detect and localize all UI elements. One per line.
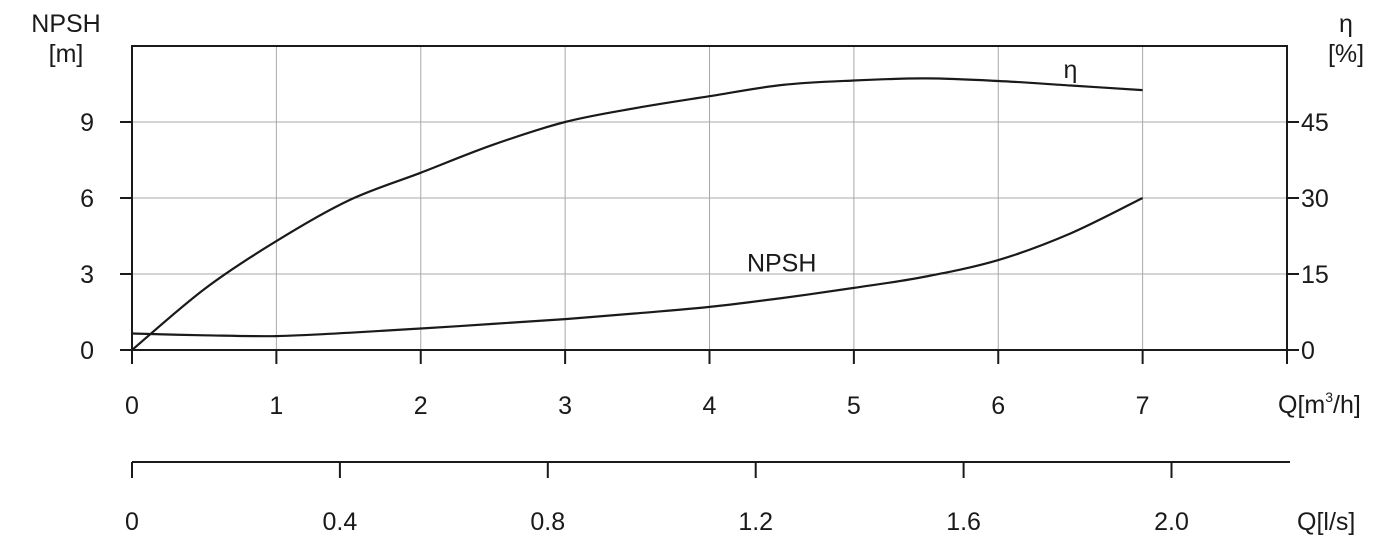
left-axis-tick-label: 3 [80,261,94,289]
grid-lines [131,45,1288,351]
series-layer: η NPSH [131,56,1144,351]
secondary-x-axis-tick-label: 2.0 [1154,508,1189,536]
tick-marks [120,121,1299,364]
right-axis-tick-label: 0 [1301,337,1315,365]
left-axis-title-line1: NPSH [31,10,100,38]
secondary-x-axis-tick-label: 1.2 [738,508,773,536]
secondary-x-axis: 0 0.4 0.8 1.2 1.6 2.0 [125,461,1290,536]
x-axis-tick-label: 2 [414,392,428,420]
x-axis-tick-label: 7 [1136,392,1150,420]
x-axis-title-end: /h] [1333,391,1361,419]
series-line-efficiency [131,77,1143,351]
right-axis-tick-label: 30 [1301,185,1329,213]
x-axis-tick-label: 6 [991,392,1005,420]
left-axis-title-line2: [m] [49,40,84,68]
x-axis-tick-label: 5 [847,392,861,420]
left-axis-tick-label: 6 [80,185,94,213]
secondary-x-axis-tick-label: 0 [125,508,139,536]
secondary-x-axis-tick-label: 1.6 [946,508,981,536]
series-line-npsh [131,197,1144,338]
x-axis-title-superscript: 3 [1325,389,1333,405]
left-axis-tick-label: 9 [80,109,94,137]
right-axis-tick-label: 15 [1301,261,1329,289]
x-axis-title: Q[m3/h] [1278,389,1361,419]
x-axis-tick-label: 0 [125,392,139,420]
right-axis-title-line1: η [1339,10,1353,38]
left-axis-tick-label: 0 [80,337,94,365]
right-axis-title-line2: [%] [1328,40,1364,68]
secondary-x-axis-title: Q[l/s] [1297,508,1355,536]
series-label-npsh: NPSH [747,249,816,277]
x-axis-title-main: Q[m [1278,391,1325,419]
x-axis-tick-label: 1 [269,392,283,420]
x-axis-tick-label: 3 [558,392,572,420]
series-label-efficiency: η [1063,56,1077,84]
right-axis-tick-label: 45 [1301,109,1329,137]
x-axis-tick-label: 4 [703,392,717,420]
secondary-x-axis-tick-label: 0.4 [323,508,358,536]
secondary-x-axis-tick-label: 0.8 [530,508,565,536]
